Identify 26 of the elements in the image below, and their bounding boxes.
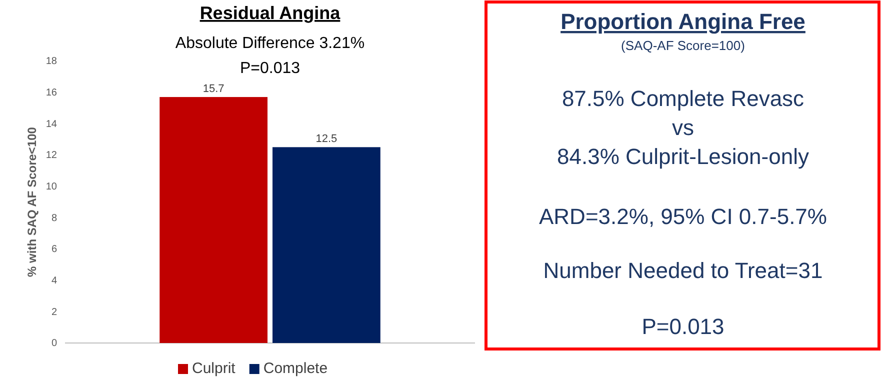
chart-subtitle: Absolute Difference 3.21%	[175, 35, 365, 52]
legend-label: Complete	[263, 360, 328, 377]
text: vs	[672, 115, 694, 140]
y-tick-label: 8	[51, 212, 58, 224]
y-tick-label: 14	[46, 118, 58, 130]
annotation: P=0.013	[240, 60, 300, 77]
y-tick-label: 0	[51, 338, 58, 350]
y-tick-label: 16	[46, 88, 58, 99]
y-tick-label: 18	[46, 56, 58, 68]
text: Proportion Angina Free	[560, 9, 806, 34]
text: 84.3% Culprit-Lesion-only	[557, 144, 809, 169]
text: (SAQ-AF Score=100)	[621, 38, 745, 53]
y-axis-title: % with SAQ AF Score<100	[25, 126, 39, 277]
y-tick-label: 6	[51, 244, 58, 256]
chart-title: Residual Angina	[200, 3, 342, 23]
text: ARD=3.2%, 95% CI 0.7-5.7%	[539, 204, 827, 229]
y-tick-label: 4	[51, 276, 58, 287]
legend-label: Culprit	[192, 360, 236, 377]
text: P=0.013	[642, 314, 724, 339]
y-tick-label: 2	[51, 306, 58, 318]
text: Number Needed to Treat=31	[543, 258, 823, 283]
data-label: 15.7	[202, 83, 224, 96]
y-tick-label: 12	[46, 150, 58, 162]
y-tick-label: 10	[46, 182, 58, 193]
text: 87.5% Complete Revasc	[562, 86, 804, 111]
data-label: 12.5	[316, 133, 338, 146]
